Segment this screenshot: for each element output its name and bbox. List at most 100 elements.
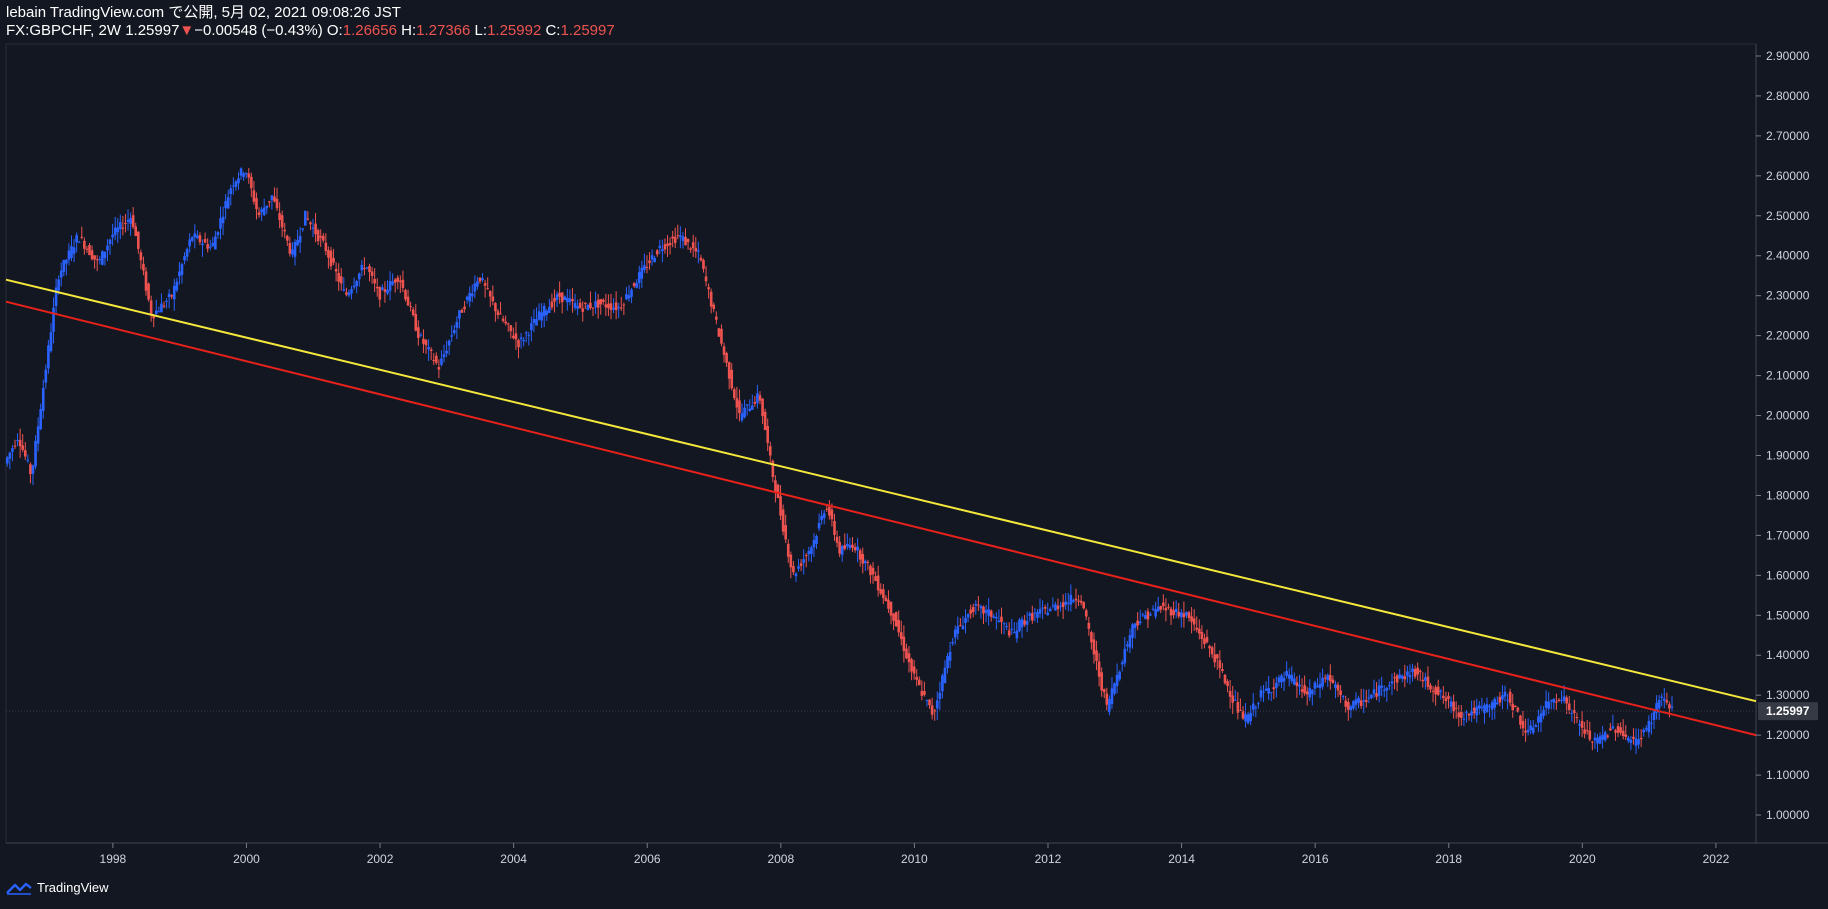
candle-body: [532, 318, 536, 323]
y-tick-label: 2.80000: [1766, 89, 1810, 103]
candle-body: [997, 620, 1001, 623]
candle-body: [1164, 607, 1168, 611]
candle-body: [1020, 619, 1024, 628]
candle-body: [452, 330, 456, 334]
candle-body: [350, 289, 353, 294]
candle-body: [296, 239, 299, 246]
candle-body: [1549, 700, 1553, 702]
candle-body: [1236, 701, 1240, 713]
candle-body: [404, 290, 407, 300]
x-tick-label: 2002: [367, 852, 394, 866]
candle-body: [83, 240, 86, 249]
candle-body: [388, 280, 392, 291]
candle-body: [391, 281, 394, 285]
candle-body: [882, 589, 885, 599]
candle-body: [1123, 648, 1127, 664]
candle-body: [1426, 676, 1430, 687]
candle-body: [1511, 703, 1515, 711]
candle-body: [85, 248, 89, 250]
candle-body: [257, 212, 261, 216]
candle-body: [630, 289, 633, 297]
candle-body: [321, 235, 325, 241]
candle-body: [1408, 675, 1412, 678]
y-tick-label: 1.90000: [1766, 448, 1810, 462]
candle-body: [838, 541, 841, 554]
candle-body: [103, 251, 107, 259]
candle-body: [1269, 692, 1273, 694]
footer-brand[interactable]: TradingView: [6, 880, 109, 895]
candle-body: [635, 282, 638, 288]
candle-body: [1146, 611, 1150, 620]
candle-body: [70, 246, 73, 258]
candle-body: [802, 559, 805, 563]
candle-body: [1498, 696, 1502, 703]
candle-body: [1537, 716, 1540, 723]
candle-body: [368, 266, 371, 273]
candle-body: [345, 292, 348, 295]
candle-body: [57, 279, 60, 291]
candle-body: [835, 536, 839, 543]
candle-body: [455, 321, 459, 328]
candle-body: [1285, 670, 1288, 676]
candle-body: [848, 544, 852, 548]
candle-body: [1616, 726, 1620, 733]
candle-body: [1655, 702, 1658, 713]
candle-body: [928, 699, 931, 706]
candle-body: [465, 296, 469, 300]
candle-body: [1349, 706, 1353, 711]
candle-body: [77, 241, 81, 243]
candle-body: [1395, 675, 1399, 683]
candle-body: [1598, 736, 1602, 744]
candle-body: [663, 244, 667, 250]
candle-body: [1534, 725, 1538, 728]
candle-body: [1308, 688, 1312, 698]
candle-body: [740, 413, 744, 421]
candle-body: [234, 181, 238, 187]
x-tick-label: 2006: [634, 852, 661, 866]
candle-body: [172, 285, 176, 300]
candle-body: [725, 353, 728, 363]
candle-body: [165, 300, 168, 302]
candle-body: [54, 287, 58, 307]
candle-body: [1480, 706, 1484, 709]
candle-body: [601, 299, 605, 302]
candle-body: [445, 350, 448, 354]
candle-body: [1131, 624, 1134, 638]
candle-body: [874, 576, 877, 581]
candle-body: [1118, 671, 1121, 680]
candle-body: [840, 546, 844, 555]
candle-body: [1203, 638, 1206, 644]
candle-body: [21, 445, 24, 450]
candle-body: [1213, 654, 1217, 663]
candle-body: [1609, 728, 1612, 731]
candle-body: [8, 452, 12, 459]
candle-body: [871, 567, 875, 575]
candle-body: [355, 281, 358, 287]
candle-body: [319, 236, 323, 238]
last-price-badge: [1758, 702, 1818, 721]
candle-body: [463, 306, 466, 310]
candle-body: [119, 222, 122, 230]
candle-body: [201, 243, 204, 246]
candle-body: [1031, 613, 1034, 621]
candle-body: [478, 277, 482, 282]
candle-body: [75, 235, 78, 243]
candle-body: [1321, 677, 1324, 687]
candle-body: [1531, 727, 1535, 733]
candle-body: [853, 547, 857, 551]
candle-body: [129, 218, 132, 224]
candle-body: [694, 248, 698, 252]
candle-body: [655, 250, 659, 255]
candle-body: [324, 242, 328, 252]
candle-body: [861, 553, 865, 564]
candle-body: [560, 292, 564, 303]
candle-body: [1331, 679, 1335, 684]
candle-body: [1043, 607, 1047, 609]
candle-body: [1334, 684, 1337, 688]
candle-body: [1385, 687, 1389, 691]
candle-body: [1318, 683, 1322, 689]
candle-body: [720, 328, 723, 344]
candle-body: [188, 239, 191, 247]
candle-body: [558, 292, 561, 297]
